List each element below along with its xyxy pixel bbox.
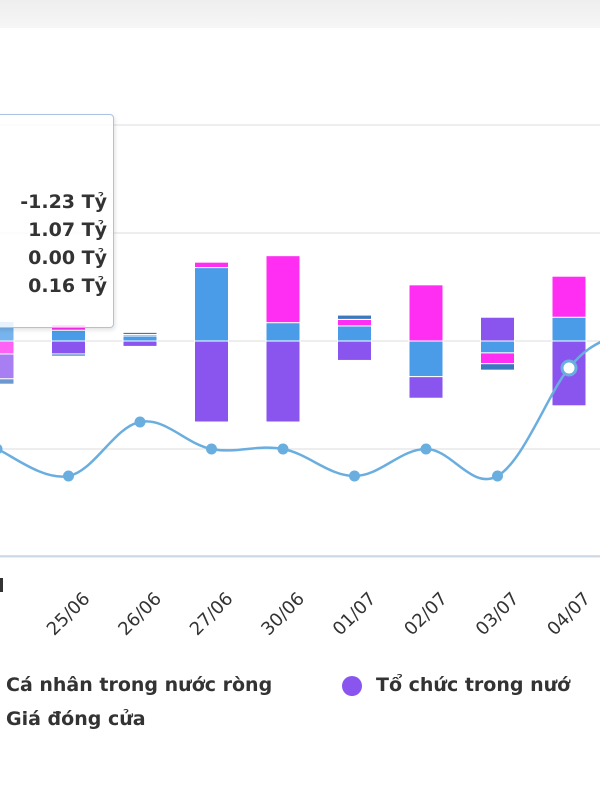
bar-series-4 [337,314,372,320]
bar-series-3 [194,340,229,423]
tooltip-row-3: 0.00 Tỷ [28,247,107,269]
bar-series-2 [0,340,15,355]
tooltip: -1.23 Tỷ 1.07 Tỷ 0.00 Tỷ 0.16 Tỷ [0,114,114,328]
bar-series-4 [51,353,86,357]
bar-series-1 [194,267,229,342]
line-point [63,470,74,482]
bar-series-3 [122,340,158,347]
x-tick-label: 30/06 [257,588,309,640]
bar-series-3 [480,316,515,342]
x-tick-label: 04/07 [543,588,595,640]
bar-series-1 [408,340,444,378]
bar-series-3 [265,340,301,423]
bar-series-1 [480,340,515,354]
x-tick-label: 26/06 [114,588,166,640]
line-gia-dong-cua [0,340,600,481]
line-point [420,443,432,455]
bar-series-3 [408,376,444,399]
line-point [206,443,217,455]
bar-series-1 [337,325,372,342]
line-point [0,444,3,454]
x-tick-label: 27/06 [186,588,238,640]
bar-series-2 [265,255,301,324]
bar-series-1 [551,316,587,342]
bar-series-2 [551,275,587,318]
x-tick-label: 01/07 [329,588,381,640]
bar-series-2 [480,352,515,365]
bar-series-2 [408,284,444,342]
bar-series-4 [0,378,15,385]
line-point [277,443,289,455]
bar-series-1 [265,322,301,342]
line-point [349,470,360,482]
line-point [492,470,503,482]
bar-series-4 [122,331,158,336]
bar-series-2 [194,261,229,269]
legend-label-ca-nhan[interactable]: Cá nhân trong nước ròng [6,674,273,696]
bar-series-3 [337,340,372,361]
bar-series-4 [480,363,515,371]
legend-label-to-chuc[interactable]: Tổ chức trong nướ [376,674,571,696]
tooltip-row-2: 1.07 Tỷ [28,219,107,241]
bar-series-3 [0,353,15,380]
bar-series-1 [51,329,86,342]
x-tick-label: 02/07 [400,588,452,640]
legend: Cá nhân trong nước ròng Tổ chức trong nư… [0,668,600,748]
bar-series-3 [51,340,86,355]
bar-series-2 [337,318,372,327]
legend-label-gia-dong-cua[interactable]: Giá đóng cửa [6,708,146,730]
line-point [134,416,146,428]
tooltip-row-1: -1.23 Tỷ [20,191,107,213]
legend-dot-to-chuc [342,676,362,696]
x-tick-label: 25/06 [43,588,95,640]
x-tick-label: 03/07 [472,588,524,640]
top-strip [0,0,600,28]
tooltip-row-4: 0.16 Tỷ [28,275,107,297]
x-tick-label-partial [0,578,3,592]
line-point-active [560,359,578,377]
